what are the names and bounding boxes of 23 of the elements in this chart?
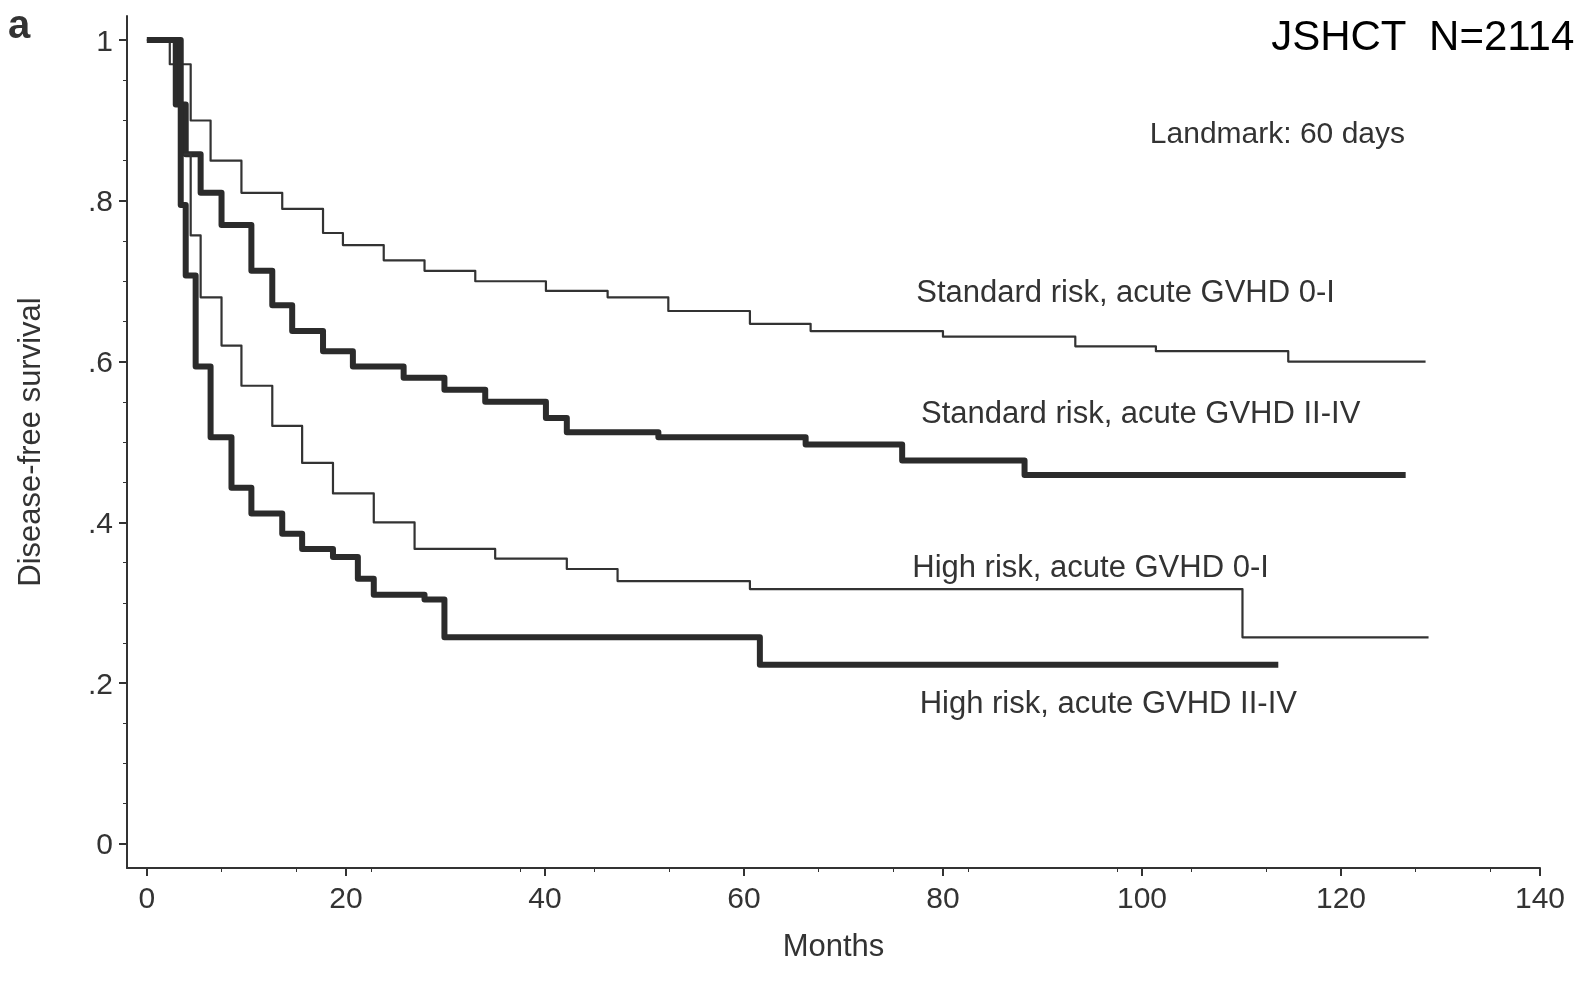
x-tick-label: 80 <box>926 880 960 914</box>
text: a <box>8 2 31 46</box>
x-tick-label: 60 <box>727 880 761 914</box>
x-tick-label: 0 <box>138 880 156 914</box>
x-tick-label: 140 <box>1514 880 1566 914</box>
x-tick-label: 100 <box>1116 880 1167 914</box>
y-tick-label: .6 <box>87 345 113 379</box>
x-tick-label: 20 <box>329 880 363 914</box>
series-label: High risk, acute GVHD 0-I <box>912 548 1269 584</box>
series-label: Standard risk, acute GVHD II-IV <box>921 395 1361 431</box>
x-axis-title: Months <box>782 928 885 963</box>
annotation: JSHCT N=2114 <box>1271 11 1575 59</box>
series-label: Standard risk, acute GVHD 0-I <box>916 274 1335 310</box>
x-tick-label: 40 <box>528 880 562 914</box>
y-tick-label: 0 <box>96 827 113 861</box>
x-tick-label: 120 <box>1315 880 1367 914</box>
y-tick-label: .8 <box>87 184 113 218</box>
y-axis-title: Disease-free survival <box>12 297 47 587</box>
y-tick-label: 1 <box>96 23 113 57</box>
y-tick-label: .2 <box>87 666 113 700</box>
series-label: High risk, acute GVHD II-IV <box>919 685 1298 721</box>
y-tick-label: .4 <box>87 505 113 539</box>
annotation: Landmark: 60 days <box>1149 115 1406 149</box>
